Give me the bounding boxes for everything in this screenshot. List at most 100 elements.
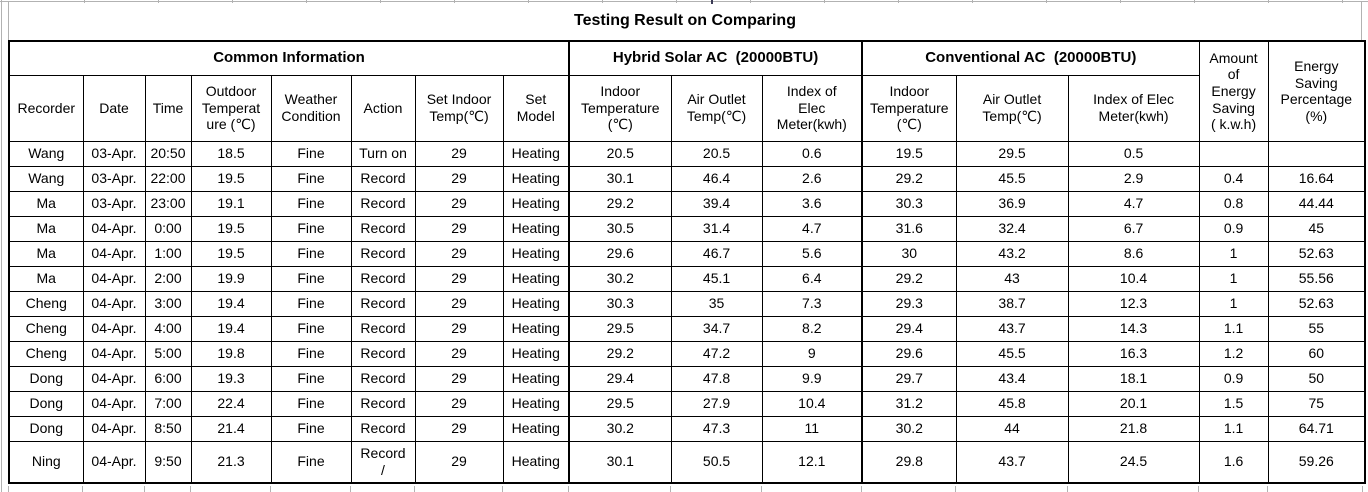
- cell-weather[interactable]: Fine: [270, 215, 352, 242]
- cell-set-indoor-temp[interactable]: 29: [414, 190, 504, 217]
- cell-outdoor-temp[interactable]: 19.4: [190, 315, 272, 342]
- cell-set-indoor-temp[interactable]: 29: [414, 290, 504, 317]
- cell-energy-saving-percent[interactable]: 75: [1267, 390, 1366, 417]
- cell-date[interactable]: 03-Apr.: [82, 165, 146, 192]
- cell-action[interactable]: Record: [350, 340, 416, 367]
- cell-action[interactable]: Record /: [350, 440, 416, 484]
- cell-action[interactable]: Record: [350, 190, 416, 217]
- cell-hybrid-elec-index[interactable]: 5.6: [761, 240, 863, 267]
- cell-conv-elec-index[interactable]: 20.1: [1067, 390, 1200, 417]
- cell-hybrid-elec-index[interactable]: 2.6: [761, 165, 863, 192]
- cell-conv-air-outlet-temp[interactable]: 45.8: [955, 390, 1069, 417]
- cell-set-indoor-temp[interactable]: 29: [414, 215, 504, 242]
- cell-action[interactable]: Turn on: [350, 140, 416, 167]
- col-header-recorder[interactable]: Recorder: [8, 74, 84, 142]
- col-header-set-indoor-temp[interactable]: Set Indoor Temp(℃): [414, 74, 504, 142]
- cell-conv-elec-index[interactable]: 10.4: [1067, 265, 1200, 292]
- cell-weather[interactable]: Fine: [270, 440, 352, 484]
- cell-conv-elec-index[interactable]: 12.3: [1067, 290, 1200, 317]
- cell-energy-saving-percent[interactable]: 55: [1267, 315, 1366, 342]
- cell-conv-indoor-temp[interactable]: 29.4: [861, 315, 957, 342]
- cell-conv-elec-index[interactable]: 24.5: [1067, 440, 1200, 484]
- cell-time[interactable]: 22:00: [144, 165, 192, 192]
- cell-set-indoor-temp[interactable]: 29: [414, 340, 504, 367]
- cell-date[interactable]: 04-Apr.: [82, 215, 146, 242]
- cell-conv-indoor-temp[interactable]: 29.3: [861, 290, 957, 317]
- cell-conv-indoor-temp[interactable]: 29.7: [861, 365, 957, 392]
- cell-recorder[interactable]: Dong: [8, 365, 84, 392]
- cell-hybrid-indoor-temp[interactable]: 30.2: [568, 265, 672, 292]
- cell-energy-saving-amount[interactable]: 1.1: [1198, 415, 1269, 442]
- cell-weather[interactable]: Fine: [270, 265, 352, 292]
- cell-recorder[interactable]: Ma: [8, 215, 84, 242]
- cell-set-model[interactable]: Heating: [502, 390, 570, 417]
- cell-set-model[interactable]: Heating: [502, 240, 570, 267]
- cell-hybrid-indoor-temp[interactable]: 29.2: [568, 190, 672, 217]
- col-header-conv-indoor-temperature[interactable]: Indoor Temperature (℃): [861, 74, 957, 142]
- cell-recorder[interactable]: Cheng: [8, 315, 84, 342]
- cell-set-indoor-temp[interactable]: 29: [414, 240, 504, 267]
- col-header-time[interactable]: Time: [144, 74, 192, 142]
- cell-hybrid-air-outlet-temp[interactable]: 46.7: [670, 240, 763, 267]
- cell-outdoor-temp[interactable]: 19.8: [190, 340, 272, 367]
- cell-action[interactable]: Record: [350, 315, 416, 342]
- cell-set-indoor-temp[interactable]: 29: [414, 165, 504, 192]
- cell-hybrid-elec-index[interactable]: 12.1: [761, 440, 863, 484]
- cell-hybrid-air-outlet-temp[interactable]: 39.4: [670, 190, 763, 217]
- cell-set-indoor-temp[interactable]: 29: [414, 265, 504, 292]
- cell-conv-elec-index[interactable]: 4.7: [1067, 190, 1200, 217]
- cell-set-model[interactable]: Heating: [502, 190, 570, 217]
- cell-hybrid-elec-index[interactable]: 4.7: [761, 215, 863, 242]
- cell-energy-saving-percent[interactable]: [1267, 140, 1366, 167]
- cell-energy-saving-percent[interactable]: 16.64: [1267, 165, 1366, 192]
- cell-date[interactable]: 03-Apr.: [82, 140, 146, 167]
- cell-weather[interactable]: Fine: [270, 340, 352, 367]
- col-header-energy-saving-amount[interactable]: Amount of Energy Saving ( k.w.h): [1198, 40, 1269, 142]
- col-header-conv-elec-meter-index[interactable]: Index of Elec Meter(kwh): [1067, 74, 1200, 142]
- cell-hybrid-elec-index[interactable]: 0.6: [761, 140, 863, 167]
- cell-recorder[interactable]: Dong: [8, 390, 84, 417]
- cell-hybrid-elec-index[interactable]: 7.3: [761, 290, 863, 317]
- cell-weather[interactable]: Fine: [270, 140, 352, 167]
- cell-set-indoor-temp[interactable]: 29: [414, 390, 504, 417]
- cell-set-model[interactable]: Heating: [502, 265, 570, 292]
- cell-hybrid-indoor-temp[interactable]: 30.1: [568, 165, 672, 192]
- cell-hybrid-air-outlet-temp[interactable]: 27.9: [670, 390, 763, 417]
- cell-recorder[interactable]: Cheng: [8, 290, 84, 317]
- cell-recorder[interactable]: Dong: [8, 415, 84, 442]
- group-header-common-information[interactable]: Common Information: [8, 40, 570, 76]
- cell-time[interactable]: 2:00: [144, 265, 192, 292]
- col-header-hybrid-indoor-temperature[interactable]: Indoor Temperature (℃): [568, 74, 672, 142]
- cell-hybrid-air-outlet-temp[interactable]: 34.7: [670, 315, 763, 342]
- cell-conv-elec-index[interactable]: 21.8: [1067, 415, 1200, 442]
- cell-conv-air-outlet-temp[interactable]: 32.4: [955, 215, 1069, 242]
- cell-set-model[interactable]: Heating: [502, 290, 570, 317]
- cell-set-model[interactable]: Heating: [502, 415, 570, 442]
- cell-action[interactable]: Record: [350, 165, 416, 192]
- cell-hybrid-indoor-temp[interactable]: 29.4: [568, 365, 672, 392]
- cell-conv-elec-index[interactable]: 18.1: [1067, 365, 1200, 392]
- cell-set-indoor-temp[interactable]: 29: [414, 415, 504, 442]
- cell-energy-saving-amount[interactable]: 1: [1198, 265, 1269, 292]
- cell-time[interactable]: 8:50: [144, 415, 192, 442]
- cell-hybrid-air-outlet-temp[interactable]: 47.3: [670, 415, 763, 442]
- cell-set-model[interactable]: Heating: [502, 440, 570, 484]
- cell-energy-saving-amount[interactable]: 1.1: [1198, 315, 1269, 342]
- cell-energy-saving-percent[interactable]: 52.63: [1267, 290, 1366, 317]
- group-header-conventional-ac[interactable]: Conventional AC (20000BTU): [861, 40, 1200, 76]
- cell-date[interactable]: 04-Apr.: [82, 340, 146, 367]
- cell-outdoor-temp[interactable]: 19.3: [190, 365, 272, 392]
- cell-date[interactable]: 04-Apr.: [82, 240, 146, 267]
- cell-conv-air-outlet-temp[interactable]: 43.2: [955, 240, 1069, 267]
- cell-conv-air-outlet-temp[interactable]: 43.7: [955, 440, 1069, 484]
- col-header-hybrid-elec-meter-index[interactable]: Index of Elec Meter(kwh): [761, 74, 863, 142]
- cell-hybrid-indoor-temp[interactable]: 30.2: [568, 415, 672, 442]
- cell-hybrid-air-outlet-temp[interactable]: 50.5: [670, 440, 763, 484]
- cell-date[interactable]: 04-Apr.: [82, 365, 146, 392]
- cell-energy-saving-amount[interactable]: 0.9: [1198, 215, 1269, 242]
- cell-conv-elec-index[interactable]: 8.6: [1067, 240, 1200, 267]
- cell-conv-indoor-temp[interactable]: 29.2: [861, 165, 957, 192]
- col-header-energy-saving-percent[interactable]: Energy Saving Percentage (%): [1267, 40, 1366, 142]
- col-header-conv-air-outlet-temp[interactable]: Air Outlet Temp(℃): [955, 74, 1069, 142]
- cell-hybrid-air-outlet-temp[interactable]: 46.4: [670, 165, 763, 192]
